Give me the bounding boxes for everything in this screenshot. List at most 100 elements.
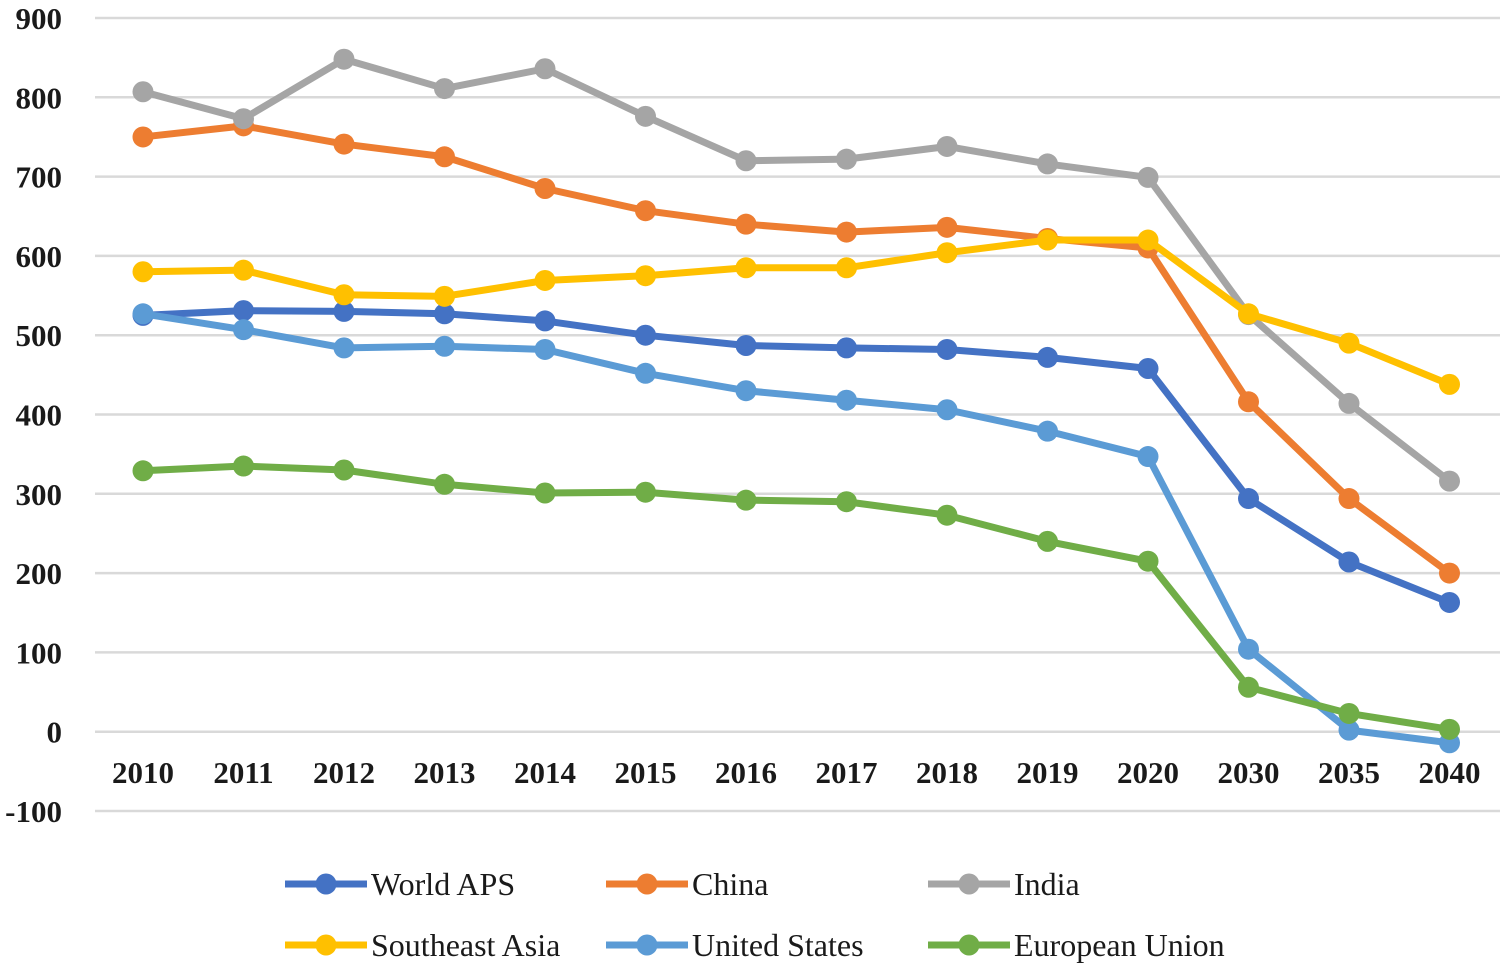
data-point <box>534 338 556 360</box>
data-point <box>1037 229 1058 251</box>
data-point <box>836 491 857 513</box>
data-point <box>1137 166 1159 188</box>
y-tick-label: 700 <box>16 160 63 195</box>
data-point <box>735 213 757 235</box>
data-point <box>635 324 656 346</box>
data-point <box>1137 229 1159 251</box>
data-point <box>233 455 254 477</box>
data-point <box>1037 153 1058 175</box>
x-tick-label: 2018 <box>916 755 978 790</box>
x-tick-label: 2040 <box>1419 755 1481 790</box>
x-tick-label: 2017 <box>816 755 878 790</box>
series-line <box>139 307 1453 606</box>
data-point <box>333 459 355 481</box>
series-united-states <box>132 303 1460 754</box>
y-tick-label: 100 <box>16 635 63 670</box>
data-point <box>1238 638 1259 660</box>
data-point <box>534 177 556 199</box>
data-point <box>1439 562 1460 584</box>
series-european-union <box>132 455 1460 740</box>
data-point <box>735 257 757 279</box>
legend: World APS China India Southeast Asia United … <box>285 866 1225 963</box>
x-tick-label: 2035 <box>1318 755 1380 790</box>
data-point <box>735 380 757 402</box>
data-point <box>735 335 757 357</box>
legend-swatch-marker <box>958 934 980 956</box>
x-tick-label: 2019 <box>1017 755 1079 790</box>
legend-item-southeast-asia: Southeast Asia <box>285 927 560 963</box>
data-point <box>936 338 958 360</box>
data-point <box>333 48 355 70</box>
data-point <box>132 81 154 103</box>
data-point <box>1338 551 1360 573</box>
y-tick-label: 600 <box>16 239 63 274</box>
legend-item-china: China <box>606 866 768 902</box>
data-point <box>434 303 455 325</box>
data-point <box>333 133 355 155</box>
data-point <box>635 362 656 384</box>
data-point <box>1238 488 1259 510</box>
x-tick-label: 2010 <box>112 755 174 790</box>
data-point <box>534 269 556 291</box>
x-tick-label: 2015 <box>615 755 677 790</box>
y-tick-label: 300 <box>16 477 63 512</box>
series-india <box>132 48 1460 492</box>
data-point <box>735 489 757 511</box>
x-tick-label: 2013 <box>414 755 476 790</box>
data-point <box>1238 303 1259 325</box>
data-point <box>333 337 355 359</box>
data-point <box>132 126 154 148</box>
data-point <box>534 310 556 332</box>
data-point <box>233 108 254 130</box>
data-point <box>836 257 857 279</box>
series-lines <box>132 48 1460 754</box>
data-point <box>635 200 656 222</box>
data-point <box>434 285 455 307</box>
data-point <box>936 504 958 526</box>
data-point <box>1439 373 1460 395</box>
data-point <box>233 319 254 341</box>
data-point <box>1137 358 1159 380</box>
legend-label: United States <box>692 927 864 963</box>
data-point <box>233 300 254 322</box>
data-point <box>1338 392 1360 414</box>
y-tick-label: 0 <box>47 715 63 750</box>
data-point <box>534 58 556 80</box>
data-point <box>132 303 154 325</box>
data-point <box>1338 488 1360 510</box>
series-line <box>139 122 1453 577</box>
y-tick-label: -100 <box>5 794 62 829</box>
legend-item-united-states: United States <box>606 927 864 963</box>
data-point <box>1338 719 1360 741</box>
data-point <box>434 78 455 100</box>
series-line <box>139 55 1453 485</box>
y-tick-label: 800 <box>16 80 63 115</box>
data-point <box>1037 420 1058 442</box>
data-point <box>836 221 857 243</box>
y-tick-label: 400 <box>16 398 63 433</box>
data-point <box>1338 332 1360 354</box>
data-point <box>434 146 455 168</box>
x-tick-label: 2030 <box>1218 755 1280 790</box>
data-point <box>936 242 958 264</box>
x-tick-label: 2020 <box>1117 755 1179 790</box>
data-point <box>534 482 556 504</box>
data-point <box>1439 718 1460 740</box>
data-point <box>333 300 355 322</box>
data-point <box>1037 346 1058 368</box>
data-point <box>1439 591 1460 613</box>
data-point <box>635 105 656 127</box>
data-point <box>836 389 857 411</box>
legend-item-world-aps: World APS <box>285 866 515 902</box>
legend-label: India <box>1014 866 1080 902</box>
data-point <box>1137 446 1159 468</box>
legend-swatch-marker <box>315 934 337 956</box>
data-point <box>1037 530 1058 552</box>
data-point <box>635 265 656 287</box>
data-point <box>1238 676 1259 698</box>
legend-swatch-marker <box>958 873 980 895</box>
legend-swatch-marker <box>636 873 658 895</box>
data-point <box>936 135 958 157</box>
data-point <box>936 216 958 238</box>
